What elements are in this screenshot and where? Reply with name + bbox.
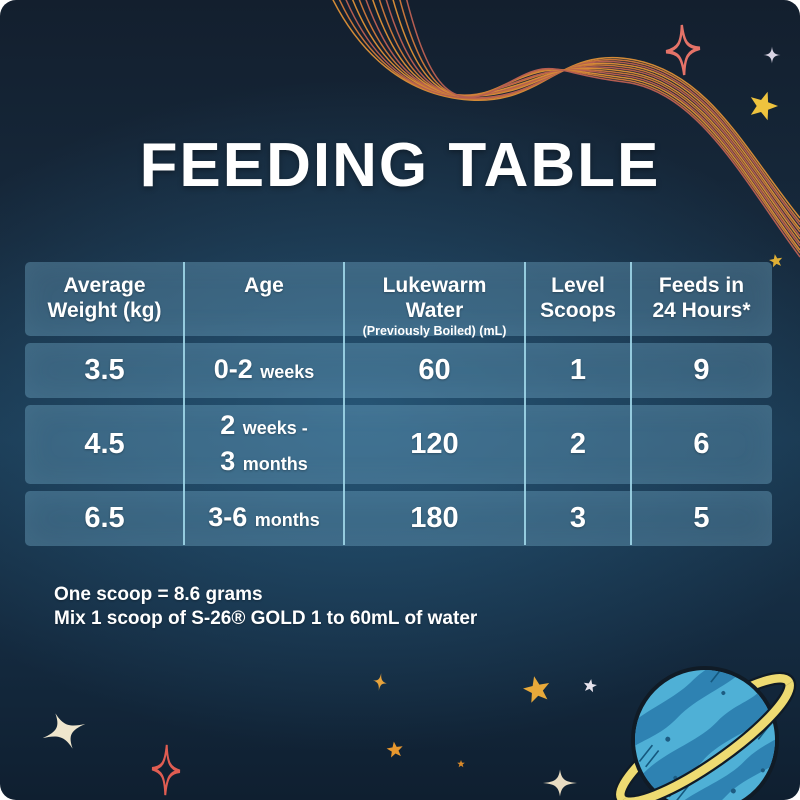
sparkle-star-icon	[543, 769, 577, 797]
column-divider	[343, 262, 345, 545]
feeding-table: Average Weight (kg) Age Lukewarm Water (…	[25, 262, 772, 546]
header-text: Weight (kg)	[47, 299, 162, 322]
sparkle-star-icon	[34, 706, 94, 756]
table-row: 6.5 3-6 months 180 3 5	[25, 491, 772, 546]
age-text: 2 weeks -	[220, 409, 308, 445]
cell-weight: 4.5	[84, 428, 125, 460]
column-divider	[183, 262, 185, 545]
scoop-note: One scoop = 8.6 grams	[54, 584, 263, 605]
header-text: Scoops	[540, 299, 616, 322]
star-icon	[763, 46, 781, 64]
header-text: 24 Hours*	[652, 299, 751, 322]
age-unit: months	[254, 509, 320, 530]
age-number: 0-2	[213, 353, 253, 384]
cell-water: 120	[410, 428, 459, 460]
star-icon	[745, 87, 782, 122]
age-number: 3-6	[208, 501, 248, 532]
page-title: FEEDING TABLE	[139, 131, 661, 200]
age-text: 0-2 weeks	[214, 353, 315, 389]
age-unit: weeks	[260, 361, 315, 382]
cell-feeds: 9	[693, 354, 710, 386]
star-icon	[385, 740, 404, 758]
cell-weight: 6.5	[84, 502, 125, 534]
age-number: 2	[220, 409, 236, 440]
sparkle-star-icon	[663, 21, 703, 79]
header-text: Feeds in	[658, 274, 745, 297]
column-divider	[630, 262, 632, 545]
column-divider	[524, 262, 526, 545]
cell-scoops: 3	[569, 502, 587, 534]
col-header-average-weight: Average Weight (kg)	[25, 262, 184, 339]
cell-scoops: 2	[569, 428, 587, 460]
cell-feeds: 5	[693, 502, 710, 534]
cell-age: 2 weeks - 3 months	[184, 405, 344, 484]
age-unit: months	[242, 453, 308, 474]
sparkle-star-icon	[149, 741, 183, 799]
cell-weight: 3.5	[84, 354, 125, 386]
age-number: 3	[220, 445, 236, 476]
header-text: Level	[551, 274, 605, 297]
star-icon	[582, 677, 598, 693]
table-row: 3.5 0-2 weeks 60 1 9	[25, 343, 772, 398]
header-text: Water	[405, 299, 464, 322]
saturn-planet-icon	[611, 649, 800, 800]
col-header-lukewarm-water: Lukewarm Water (Previously Boiled) (mL)	[344, 262, 525, 339]
cell-water: 60	[418, 354, 451, 386]
header-subtext: (Previously Boiled) (mL)	[362, 324, 507, 338]
star-icon	[521, 673, 553, 704]
cell-scoops: 1	[569, 354, 587, 386]
col-header-level-scoops: Level Scoops	[525, 262, 631, 339]
table-row: 4.5 2 weeks - 3 months 120 2 6	[25, 405, 772, 484]
header-text: Lukewarm	[382, 274, 487, 297]
header-text: Age	[244, 274, 284, 297]
header-text: Average	[63, 274, 146, 297]
footnotes: One scoop = 8.6 grams Mix 1 scoop of S-2…	[54, 583, 477, 631]
wave-lines-icon	[332, 0, 800, 258]
col-header-feeds-24h: Feeds in 24 Hours*	[631, 262, 772, 339]
age-text: 3-6 months	[208, 501, 320, 537]
star-icon	[457, 760, 465, 768]
age-text: 3 months	[220, 445, 308, 481]
cell-age: 0-2 weeks	[184, 343, 344, 398]
cell-age: 3-6 months	[184, 491, 344, 546]
sparkle-star-icon	[371, 671, 389, 693]
mixing-note: Mix 1 scoop of S-26® GOLD 1 to 60mL of w…	[54, 608, 478, 629]
col-header-age: Age	[184, 262, 344, 339]
cell-feeds: 6	[693, 428, 710, 460]
age-unit: weeks -	[242, 417, 308, 438]
table-header-row: Average Weight (kg) Age Lukewarm Water (…	[25, 262, 772, 339]
cell-water: 180	[410, 502, 459, 534]
